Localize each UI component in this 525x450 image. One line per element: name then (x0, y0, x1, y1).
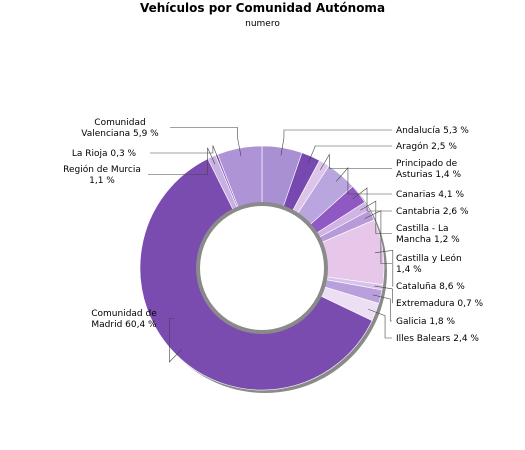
leader-canarias-4-1 (335, 166, 392, 195)
label-andalucia-5-3: Andalucía 5,3 % (396, 126, 469, 136)
label-comunidad-de-madrid-60-4: Comunidad de Madrid 60,4 % (91, 309, 157, 330)
donut-hole (196, 202, 328, 334)
leader-andalucia-5-3 (280, 129, 392, 156)
label-canarias-4-1: Canarias 4,1 % (396, 190, 464, 200)
chart-title: Vehículos por Comunidad Autónoma (139, 1, 386, 15)
leader-galicia-1-8 (372, 294, 392, 322)
leader-castilla-la-mancha-1-2 (360, 200, 392, 234)
leader-cataluna-8-6 (374, 250, 394, 287)
leader-extremadura-0-7 (374, 285, 393, 304)
leader-comunidad-de-madrid-60-4 (169, 318, 183, 363)
label-aragon-2-5: Aragón 2,5 % (396, 141, 457, 152)
label-extremadura-0-7: Extremadura 0,7 % (396, 299, 484, 309)
leader-la-rioja-0-3 (150, 145, 220, 163)
label-galicia-1-8: Galicia 1,8 % (396, 317, 455, 327)
label-la-rioja-0-3: La Rioja 0,3 % (72, 149, 137, 159)
label-cataluna-8-6: Cataluña 8,6 % (396, 282, 465, 292)
leader-principado-de-asturias-1-4 (319, 153, 392, 171)
label-castilla-y-leon-1-4: Castilla y León 1,4 % (396, 253, 462, 275)
donut-slices (139, 145, 385, 391)
label-comunidad-valenciana-5-9: Comunidad Valenciana 5,9 % (81, 118, 159, 139)
chart-subtitle: numero (245, 19, 280, 29)
leader-illes-balears-2-4 (368, 308, 392, 339)
leader-cantabria-2-6 (352, 187, 392, 212)
leader-comunidad-valenciana-5-9 (170, 127, 242, 157)
label-illes-balears-2-4: Illes Balears 2,4 % (396, 334, 479, 344)
label-region-de-murcia-1-1: Región de Murcia 1,1 % (63, 164, 141, 186)
leader-region-de-murcia-1-1 (148, 147, 216, 175)
label-castilla-la-mancha-1-2: Castilla - La Mancha 1,2 % (396, 224, 460, 245)
leader-castilla-y-leon-1-4 (364, 210, 392, 264)
slice-labels: Andalucía 5,3 % Aragón 2,5 % Principado de… (63, 118, 483, 344)
label-principado-de-asturias-1-4: Principado de Asturias 1,4 % (396, 159, 462, 180)
leader-aragon-2-5 (307, 145, 392, 164)
label-cantabria-2-6: Cantabria 2,6 % (396, 207, 469, 217)
leader-lines (148, 127, 394, 363)
